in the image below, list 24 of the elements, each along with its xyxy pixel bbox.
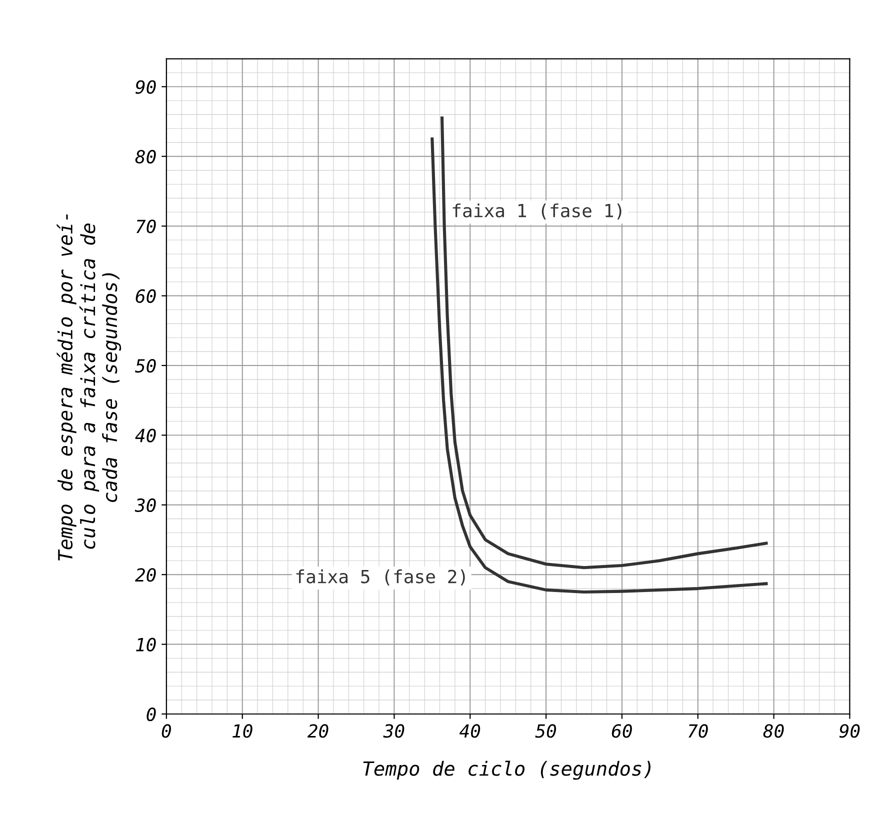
y-tick-label: 40 [135,428,156,442]
x-tick-label: 30 [383,724,404,738]
y-tick-label: 30 [134,498,156,512]
x-tick-label: 90 [839,724,860,738]
x-tick-label: 70 [688,724,708,738]
x-tick-label: 10 [232,724,252,738]
x-tick-label: 60 [612,724,632,738]
x-tick-label: 0 [162,724,172,738]
x-tick-label: 20 [307,724,328,738]
y-tick-label: 70 [136,220,156,234]
y-tick-label: 80 [135,150,156,164]
x-tick-label: 50 [535,724,556,738]
y-tick-label: 0 [146,708,156,722]
y-tick-label: 90 [136,80,156,94]
y-tick-label: 50 [135,358,156,373]
y-tick-label: 60 [136,289,156,303]
series-label: faixa 5 (fase 2) [296,569,465,586]
y-axis-title: Tempo de espera médio por veí- culo para a faixa crítica de cada fase (segundos) [56,214,122,560]
series-label: faixa 1 (fase 1) [452,203,622,220]
y-tick-label: 10 [136,638,156,652]
y-tick-label: 20 [135,568,156,582]
x-tick-label: 80 [763,724,784,738]
x-tick-label: 40 [459,724,480,738]
x-axis-title: Tempo de ciclo (segundos) [363,760,650,780]
